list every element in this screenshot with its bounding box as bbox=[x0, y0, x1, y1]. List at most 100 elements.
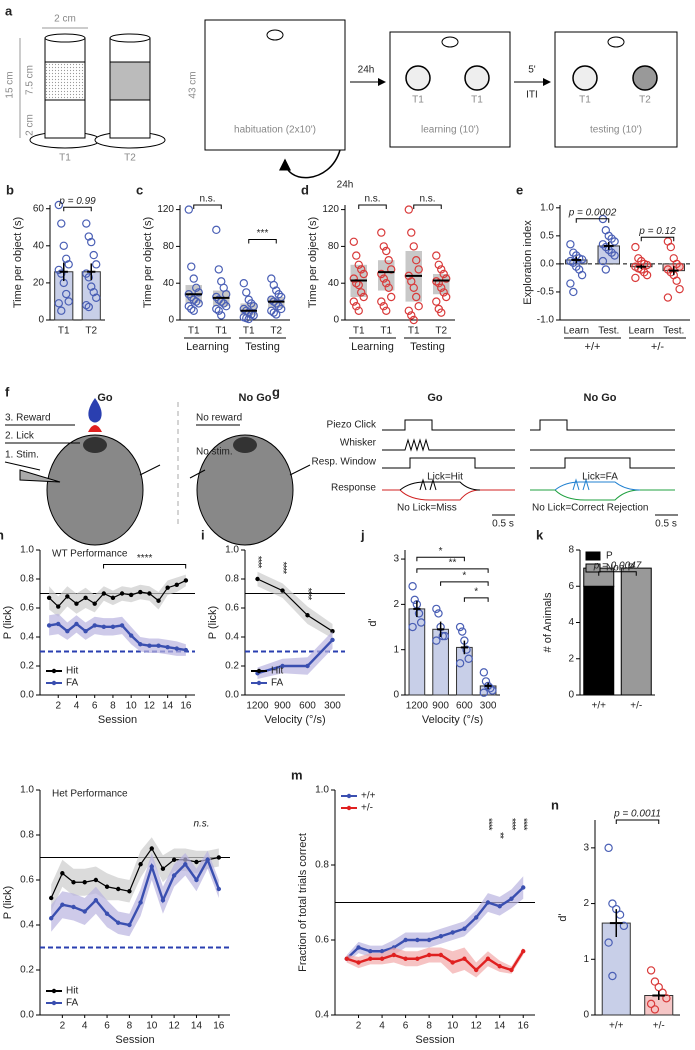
data-point bbox=[194, 859, 199, 865]
y-tick-label: 0.6 bbox=[20, 875, 34, 886]
data-point bbox=[407, 311, 416, 320]
chart-title: WT Performance bbox=[52, 549, 128, 560]
data-point bbox=[83, 629, 88, 634]
data-point bbox=[608, 971, 617, 981]
data-point bbox=[156, 643, 161, 648]
data-point bbox=[675, 284, 684, 294]
data-point bbox=[566, 279, 575, 288]
panel-a: a 2 cm 15 cm 7.5 cm 2 cm T1 T2 43 cm hab… bbox=[5, 3, 678, 191]
data-point bbox=[214, 265, 223, 274]
y-axis-label: Fraction of total trials correct bbox=[297, 833, 309, 972]
annotation: * bbox=[439, 546, 443, 557]
data-point bbox=[242, 288, 251, 297]
data-point bbox=[615, 910, 625, 919]
panel-letter: b bbox=[6, 182, 14, 197]
y-tick-label: 0.8 bbox=[20, 574, 34, 585]
data-point bbox=[60, 871, 65, 876]
bar bbox=[408, 608, 426, 696]
data-point bbox=[634, 254, 643, 263]
data-point bbox=[147, 591, 152, 596]
data-point bbox=[377, 297, 386, 306]
data-point bbox=[82, 219, 91, 228]
legend-label: Hit bbox=[66, 986, 78, 997]
data-point bbox=[239, 279, 248, 288]
significance-bracket bbox=[103, 564, 187, 569]
data-point bbox=[127, 922, 132, 928]
data-point bbox=[84, 302, 93, 312]
data-point bbox=[349, 237, 358, 246]
data-point bbox=[64, 260, 73, 269]
data-point bbox=[432, 636, 441, 645]
data-point bbox=[60, 902, 65, 907]
annotation: **** bbox=[137, 553, 153, 564]
panel-letter: m bbox=[291, 767, 303, 782]
data-point bbox=[610, 237, 619, 246]
data-point bbox=[160, 866, 166, 871]
x-tick-label: 1200 bbox=[246, 701, 269, 712]
data-point bbox=[217, 311, 226, 320]
data-point bbox=[438, 934, 444, 939]
data-point bbox=[407, 228, 416, 237]
step-label: 2. Lick bbox=[5, 431, 35, 442]
x-tick-label: 2 bbox=[60, 1021, 66, 1032]
data-point bbox=[205, 857, 210, 862]
outcome-label: No Lick=Miss bbox=[397, 503, 457, 514]
x-tick-label: T2 bbox=[85, 326, 97, 337]
y-tick-label: 0.0 bbox=[20, 1010, 34, 1021]
data-point bbox=[598, 256, 608, 266]
x-tick-label: T2 bbox=[435, 326, 447, 337]
y-tick-label: 1 bbox=[583, 954, 589, 965]
data-point bbox=[330, 637, 335, 643]
y-tick-label: 0.8 bbox=[20, 830, 34, 841]
bar-segment bbox=[583, 585, 615, 696]
legend-swatch bbox=[585, 563, 601, 573]
y-tick-label: 80 bbox=[328, 241, 340, 252]
data-point bbox=[663, 293, 673, 302]
scale-label: 0.5 s bbox=[655, 519, 677, 530]
data-point bbox=[404, 205, 413, 214]
data-point bbox=[187, 304, 196, 314]
y-tick-label: 2 bbox=[393, 599, 399, 610]
legend-label: P bbox=[606, 551, 613, 562]
y-tick-label: 0.4 bbox=[315, 1010, 329, 1021]
annotation: **** bbox=[302, 588, 313, 601]
x-tick-label: 2 bbox=[55, 701, 61, 712]
condition-label: Go bbox=[427, 392, 443, 404]
data-point bbox=[387, 292, 396, 302]
data-point bbox=[473, 967, 479, 973]
group-label: Testing bbox=[245, 341, 280, 353]
data-point bbox=[82, 880, 87, 885]
dimension-label: 15 cm bbox=[5, 71, 16, 98]
x-tick-label: 4 bbox=[379, 1021, 385, 1032]
data-point bbox=[377, 269, 386, 279]
data-point bbox=[437, 308, 446, 317]
data-point bbox=[216, 855, 222, 860]
data-point bbox=[344, 956, 349, 961]
annotation: **** bbox=[482, 818, 493, 831]
legend-label: Hit bbox=[66, 666, 78, 677]
x-tick-label: 8 bbox=[426, 1021, 432, 1032]
data-point bbox=[359, 269, 368, 279]
data-point bbox=[408, 582, 417, 591]
data-point bbox=[410, 595, 419, 605]
group-label: Learning bbox=[186, 341, 229, 353]
data-point bbox=[214, 306, 223, 315]
annotation: **** bbox=[252, 556, 263, 569]
x-tick-label: 14 bbox=[191, 1021, 203, 1032]
significance-bracket bbox=[598, 571, 637, 576]
data-point bbox=[101, 624, 107, 630]
data-point bbox=[128, 633, 134, 638]
annotation: * bbox=[474, 586, 478, 597]
x-tick-label: T1 bbox=[215, 326, 227, 337]
condition-label: No Go bbox=[584, 392, 617, 404]
data-point bbox=[479, 668, 489, 677]
y-axis-label: Exploration index bbox=[522, 220, 534, 305]
significance-bracket bbox=[440, 581, 489, 586]
x-axis-label: Velocity (°/s) bbox=[422, 714, 483, 726]
series-line bbox=[345, 886, 525, 960]
y-tick-label: 1.0 bbox=[225, 545, 239, 556]
data-point bbox=[631, 273, 640, 283]
legend-marker bbox=[51, 668, 57, 674]
data-point bbox=[379, 956, 385, 961]
data-point bbox=[104, 884, 110, 889]
